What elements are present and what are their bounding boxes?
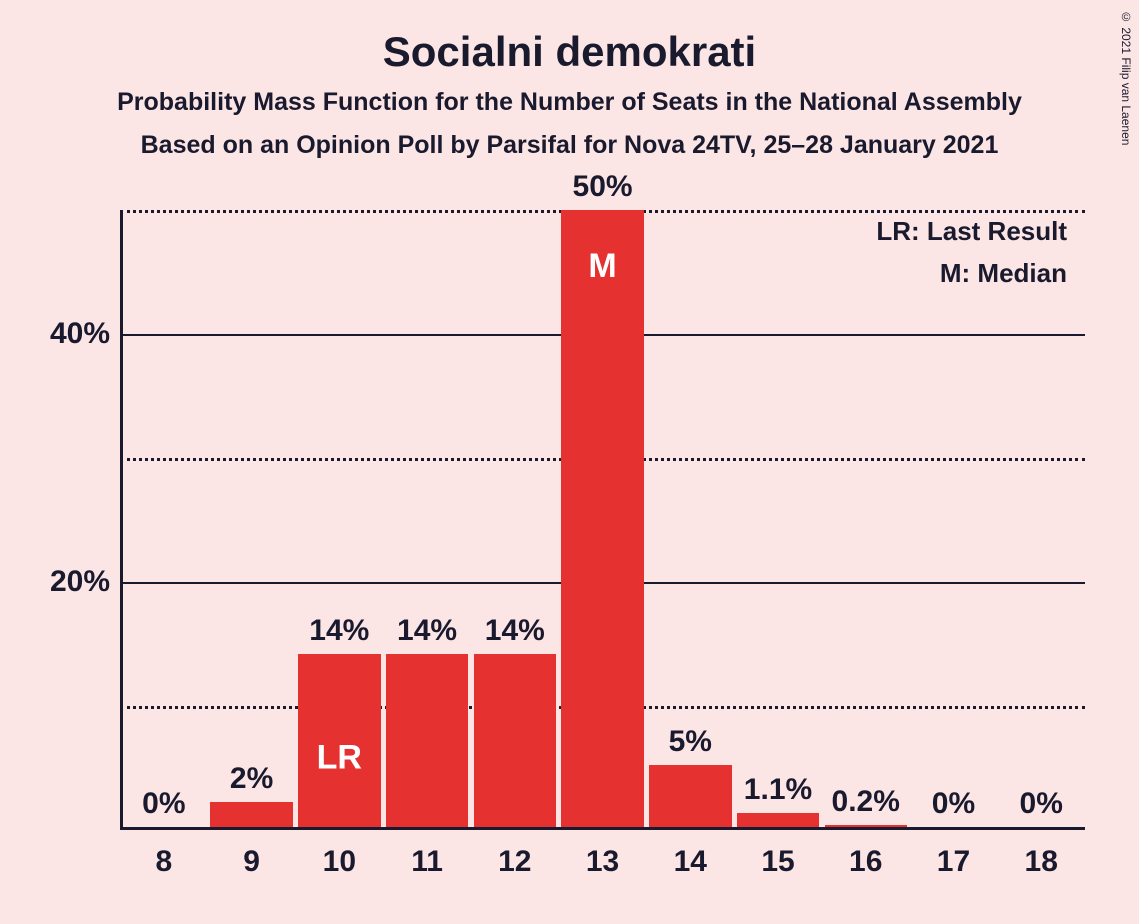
copyright-text: © 2021 Filip van Laenen (1119, 10, 1133, 145)
bar-slot: 0.2%16 (822, 210, 910, 827)
bar-slot: 0%18 (997, 210, 1085, 827)
bar: 14% (474, 654, 556, 827)
bar-slot: 1.1%15 (734, 210, 822, 827)
chart-subtitle-1: Probability Mass Function for the Number… (0, 88, 1139, 117)
bar-value-label: 2% (230, 762, 273, 796)
chart-title: Socialni demokrati (0, 0, 1139, 76)
pmf-bar-chart: 20%40% 0%82%914%LR1014%1114%1250%M135%14… (120, 210, 1085, 830)
x-tick-label: 11 (411, 845, 443, 879)
y-tick-label: 40% (50, 317, 110, 351)
bar-value-label: 14% (397, 614, 457, 648)
x-tick-label: 8 (156, 845, 173, 879)
bar-value-label: 5% (669, 725, 712, 759)
bar-slot: 2%9 (208, 210, 296, 827)
bars-container: 0%82%914%LR1014%1114%1250%M135%141.1%150… (120, 210, 1085, 827)
bar-value-label: 0% (1020, 787, 1063, 821)
chart-subtitle-2: Based on an Opinion Poll by Parsifal for… (0, 131, 1139, 160)
x-tick-label: 12 (498, 845, 531, 879)
bar: 1.1% (737, 813, 819, 827)
x-tick-label: 10 (323, 845, 356, 879)
bar-value-label: 14% (309, 614, 369, 648)
bar-slot: 0%17 (910, 210, 998, 827)
x-tick-label: 17 (937, 845, 970, 879)
bar-slot: 5%14 (646, 210, 734, 827)
legend-lr: LR: Last Result (876, 216, 1067, 247)
x-tick-label: 9 (243, 845, 260, 879)
bar-value-label: 0% (932, 787, 975, 821)
x-tick-label: 15 (761, 845, 794, 879)
bar-value-label: 14% (485, 614, 545, 648)
x-tick-label: 18 (1025, 845, 1058, 879)
bar-slot: 50%M13 (559, 210, 647, 827)
bar: 2% (210, 802, 292, 827)
bar-slot: 14%12 (471, 210, 559, 827)
bar-annotation: M (588, 247, 616, 286)
bar-value-label: 1.1% (744, 773, 812, 807)
bar: 50%M (561, 210, 643, 827)
bar: 0.2% (825, 825, 907, 827)
x-tick-label: 13 (586, 845, 619, 879)
x-axis (120, 827, 1085, 830)
x-tick-label: 16 (849, 845, 882, 879)
bar-value-label: 0.2% (832, 785, 900, 819)
bar: 5% (649, 765, 731, 827)
bar: 14% (386, 654, 468, 827)
bar-value-label: 50% (573, 170, 633, 204)
bar-slot: 14%11 (383, 210, 471, 827)
bar-value-label: 0% (142, 787, 185, 821)
legend-m: M: Median (940, 258, 1067, 289)
bar-slot: 0%8 (120, 210, 208, 827)
y-tick-label: 20% (50, 565, 110, 599)
bar-annotation: LR (317, 738, 362, 777)
bar-slot: 14%LR10 (295, 210, 383, 827)
bar: 14%LR (298, 654, 380, 827)
x-tick-label: 14 (674, 845, 707, 879)
